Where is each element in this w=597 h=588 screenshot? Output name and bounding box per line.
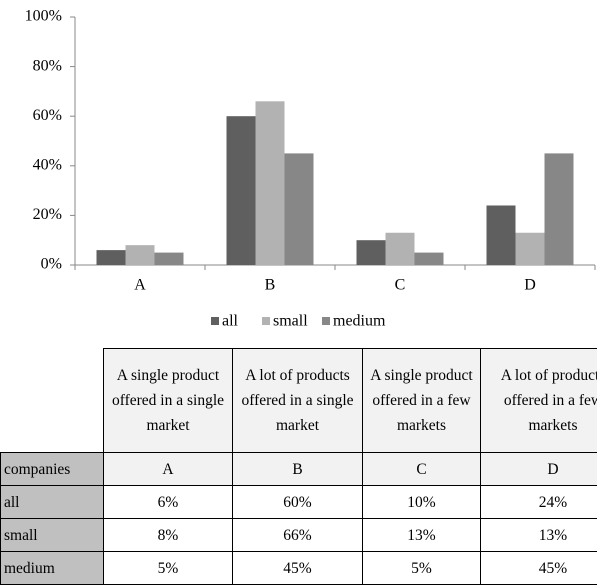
header-row: A single product offered in a single mar… [0, 348, 597, 453]
x-tick-label: A [134, 277, 146, 294]
legend-swatch [262, 317, 270, 325]
bar [154, 252, 184, 265]
header-cell: A lot of products offered in a few marke… [480, 348, 597, 453]
bar [414, 252, 444, 265]
header-cell: A single product offered in a few market… [362, 348, 481, 453]
y-tick-label: 100% [25, 8, 62, 25]
table-cell: B [232, 452, 363, 486]
legend-label: small [273, 313, 308, 330]
legend-label: all [222, 313, 239, 330]
header-cell: A single product offered in a single mar… [103, 348, 233, 453]
data-table: A single product offered in a single mar… [0, 348, 597, 585]
row-label: small [0, 518, 104, 552]
table-cell: A [103, 452, 233, 486]
table-cell: 45% [232, 551, 363, 585]
y-tick-label: 40% [33, 156, 62, 173]
row-label: companies [0, 452, 104, 486]
bar [125, 245, 155, 265]
table-cell: 66% [232, 518, 363, 552]
row-label: all [0, 485, 104, 519]
table-cell: D [480, 452, 597, 486]
y-tick-label: 0% [41, 256, 62, 273]
table-cell: 24% [480, 485, 597, 519]
header-cell: A lot of products offered in a single ma… [232, 348, 363, 453]
table-cell: 5% [362, 551, 481, 585]
table-cell: 8% [103, 518, 233, 552]
y-tick-label: 60% [33, 107, 62, 124]
y-tick-label: 80% [33, 57, 62, 74]
bar [515, 232, 545, 265]
bar [284, 153, 314, 265]
bar [255, 101, 285, 265]
bar [226, 116, 256, 265]
bar [356, 240, 386, 265]
table-cell: C [362, 452, 481, 486]
table-wrap: A single product offered in a single mar… [0, 348, 597, 588]
table-cell: 10% [362, 485, 481, 519]
table-cell: 6% [103, 485, 233, 519]
corner-cell [0, 348, 104, 453]
table-cell: 13% [362, 518, 481, 552]
bar [486, 205, 516, 265]
bar [96, 250, 126, 265]
table-cell: 13% [480, 518, 597, 552]
table-row: medium 5% 45% 5% 45% [0, 551, 597, 585]
table-row: all 6% 60% 10% 24% [0, 485, 597, 519]
legend-label: medium [333, 313, 386, 330]
bar [544, 153, 574, 265]
bar [385, 232, 415, 265]
x-tick-label: B [265, 277, 276, 294]
legend-swatch [322, 317, 330, 325]
legend-swatch [211, 317, 219, 325]
table-row: companies A B C D [0, 452, 597, 486]
x-tick-label: C [395, 277, 406, 294]
row-label: medium [0, 551, 104, 585]
table-cell: 5% [103, 551, 233, 585]
table-cell: 45% [480, 551, 597, 585]
table-cell: 60% [232, 485, 363, 519]
x-tick-label: D [524, 277, 536, 294]
y-tick-label: 20% [33, 206, 62, 223]
table-row: small 8% 66% 13% 13% [0, 518, 597, 552]
